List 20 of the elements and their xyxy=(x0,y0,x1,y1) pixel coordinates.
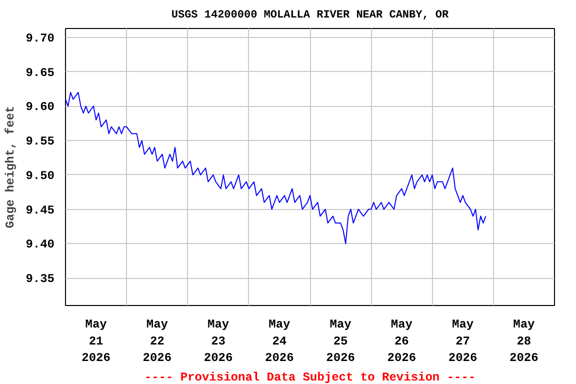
x-tick-label: May 25 2026 xyxy=(326,318,355,366)
x-tick-label: May 24 2026 xyxy=(265,318,294,366)
x-tick-label: May 21 2026 xyxy=(82,318,110,366)
y-tick-label: 9.70 xyxy=(26,31,55,46)
y-tick-label: 9.65 xyxy=(26,66,55,80)
y-tick-label: 9.60 xyxy=(26,100,55,114)
x-tick-label: May 27 2026 xyxy=(448,318,478,366)
x-tick-label: May 23 2026 xyxy=(204,318,233,366)
x-tick-label: May 26 2026 xyxy=(387,318,416,366)
chart-title: USGS 14200000 MOLALLA RIVER NEAR CANBY, OR xyxy=(171,10,450,22)
y-tick-label: 9.35 xyxy=(26,272,55,286)
x-tick-label: May 22 2026 xyxy=(142,318,172,366)
y-tick-label: 9.50 xyxy=(26,168,55,183)
y-tick-label: 9.45 xyxy=(26,203,55,218)
y-axis-title: Gage height, feet xyxy=(4,106,18,228)
y-tick-label: 9.40 xyxy=(26,238,55,252)
text: ---- Provisional Data Subject to Revision ---- xyxy=(144,370,476,384)
line-series xyxy=(66,92,486,244)
x-tick-label: May 28 2026 xyxy=(510,318,538,366)
y-tick-label: 9.55 xyxy=(26,134,55,149)
